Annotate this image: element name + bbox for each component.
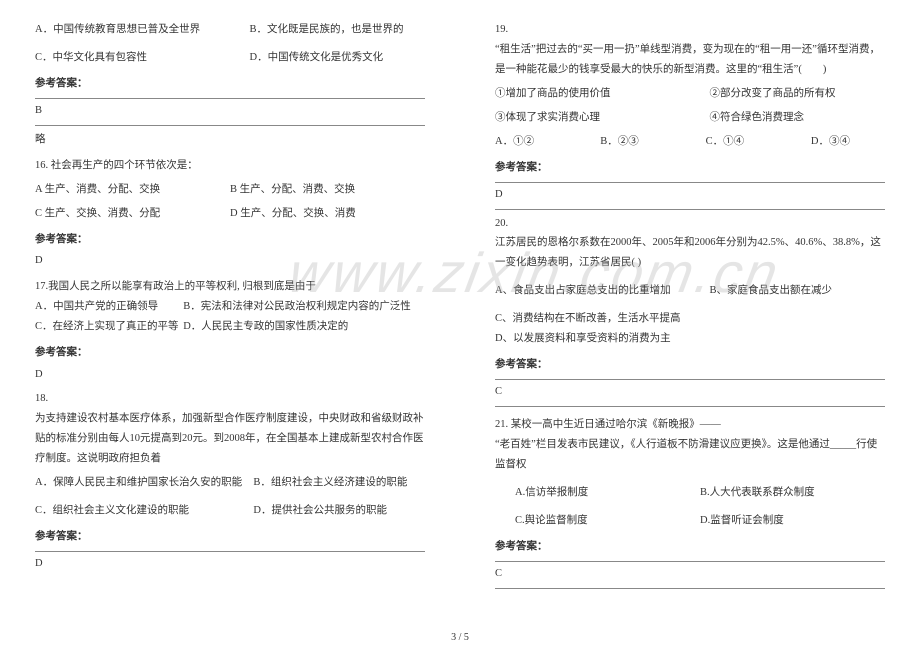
q18-number: 18.: [35, 389, 425, 409]
q19-options: A．①② B．②③ C．①④ D．③④: [495, 132, 885, 152]
q19-items-row1: ①增加了商品的使用价值 ②部分改变了商品的所有权: [495, 84, 885, 104]
q19-number: 19.: [495, 20, 885, 40]
q15-answer: B: [35, 101, 425, 121]
q20-options-row1: A、食品支出占家庭总支出的比重增加 B、家庭食品支出额在减少: [495, 281, 885, 301]
answer-heading: 参考答案：: [495, 355, 885, 375]
divider: [495, 406, 885, 407]
divider: [35, 551, 425, 552]
q21-opt-b: B.人大代表联系群众制度: [700, 483, 815, 503]
answer-heading: 参考答案：: [35, 343, 425, 363]
q19-items-row2: ③体现了求实消费心理 ④符合绿色消费理念: [495, 108, 885, 128]
q20-number: 20.: [495, 214, 885, 234]
left-column: A．中国传统教育思想已普及全世界 B．文化既是民族的，也是世界的 C．中华文化具…: [0, 0, 460, 651]
q17-opt-b: B．宪法和法律对公民政治权利规定内容的广泛性: [183, 297, 411, 317]
q21-opt-a: A.信访举报制度: [515, 483, 700, 503]
q18-opt-c: C．组织社会主义文化建设的职能: [35, 501, 253, 521]
q21-answer: C: [495, 564, 885, 584]
q19-opt-d: D．③④: [811, 132, 850, 152]
divider: [35, 125, 425, 126]
q16-opt-b: B 生产、分配、消费、交换: [230, 180, 355, 200]
q17-opt-a: A．中国共产党的正确领导: [35, 297, 183, 317]
q21-opt-d: D.监督听证会制度: [700, 511, 784, 531]
page-footer: 3 / 5: [0, 632, 920, 643]
answer-heading: 参考答案：: [495, 158, 885, 178]
divider: [495, 588, 885, 589]
q21-opt-c: C.舆论监督制度: [515, 511, 700, 531]
q21-options-row1: A.信访举报制度 B.人大代表联系群众制度: [495, 483, 885, 503]
q16-options-row2: C 生产、交换、消费、分配 D 生产、分配、交换、消费: [35, 204, 425, 224]
q15-note: 略: [35, 130, 425, 150]
q15-opt-c: C．中华文化具有包容性: [35, 48, 250, 68]
q20-opt-d: D、以发展资料和享受资料的消费为主: [495, 329, 671, 349]
divider: [495, 209, 885, 210]
q20-stem: 江苏居民的恩格尔系数在2000年、2005年和2006年分别为42.5%、40.…: [495, 233, 885, 273]
q16-stem: 16. 社会再生产的四个环节依次是：: [35, 156, 425, 176]
answer-heading: 参考答案：: [35, 230, 425, 250]
answer-heading: 参考答案：: [35, 74, 425, 94]
q20-opt-a: A、食品支出占家庭总支出的比重增加: [495, 281, 710, 301]
q17-options-row2: C．在经济上实现了真正的平等 D．人民民主专政的国家性质决定的: [35, 317, 425, 337]
q17-opt-d: D．人民民主专政的国家性质决定的: [183, 317, 348, 337]
q18-opt-b: B．组织社会主义经济建设的职能: [253, 473, 407, 493]
q18-answer: D: [35, 554, 425, 574]
q18-options-row1: A．保障人民民主和维护国家长治久安的职能 B．组织社会主义经济建设的职能: [35, 473, 425, 493]
q19-answer: D: [495, 185, 885, 205]
q21-stem-line2: “老百姓”栏目发表市民建议，《人行道板不防滑建议应更换》。这是他通过_____行…: [495, 435, 885, 475]
divider: [35, 98, 425, 99]
answer-heading: 参考答案：: [495, 537, 885, 557]
q20-answer: C: [495, 382, 885, 402]
q16-options-row1: A 生产、消费、分配、交换 B 生产、分配、消费、交换: [35, 180, 425, 200]
q18-stem: 为支持建设农村基本医疗体系，加强新型合作医疗制度建设，中央财政和省级财政补贴的标…: [35, 409, 425, 469]
q15-opt-a: A．中国传统教育思想已普及全世界: [35, 20, 250, 40]
q17-stem: 17.我国人民之所以能享有政治上的平等权利, 归根到底是由于: [35, 277, 425, 297]
q19-item-2: ②部分改变了商品的所有权: [710, 84, 836, 104]
q15-options-row1: A．中国传统教育思想已普及全世界 B．文化既是民族的，也是世界的: [35, 20, 425, 40]
q19-stem: “租生活”把过去的“买一用一扔”单线型消费，变为现在的“租一用一还”循环型消费，…: [495, 40, 885, 80]
divider: [495, 182, 885, 183]
q15-opt-d: D．中国传统文化是优秀文化: [250, 48, 384, 68]
q20-options-row2: C、消费结构在不断改善，生活水平提高 D、以发展资料和享受资料的消费为主: [495, 309, 885, 349]
q19-item-4: ④符合绿色消费理念: [710, 108, 805, 128]
q20-opt-c: C、消费结构在不断改善，生活水平提高: [495, 309, 710, 329]
divider: [495, 379, 885, 380]
q19-opt-b: B．②③: [600, 132, 705, 152]
page: www.zixin.com.cn A．中国传统教育思想已普及全世界 B．文化既是…: [0, 0, 920, 651]
q15-opt-b: B．文化既是民族的，也是世界的: [250, 20, 404, 40]
right-column: 19. “租生活”把过去的“买一用一扔”单线型消费，变为现在的“租一用一还”循环…: [460, 0, 920, 651]
q19-opt-c: C．①④: [706, 132, 811, 152]
q16-opt-d: D 生产、分配、交换、消费: [230, 204, 356, 224]
q15-options-row2: C．中华文化具有包容性 D．中国传统文化是优秀文化: [35, 48, 425, 68]
q16-opt-a: A 生产、消费、分配、交换: [35, 180, 230, 200]
q19-item-3: ③体现了求实消费心理: [495, 108, 710, 128]
q18-opt-d: D．提供社会公共服务的职能: [253, 501, 387, 521]
q21-stem-line1: 21. 某校一高中生近日通过哈尔滨《新晚报》——: [495, 415, 885, 435]
q16-opt-c: C 生产、交换、消费、分配: [35, 204, 230, 224]
divider: [495, 561, 885, 562]
q18-options-row2: C．组织社会主义文化建设的职能 D．提供社会公共服务的职能: [35, 501, 425, 521]
q17-options-row1: A．中国共产党的正确领导 B．宪法和法律对公民政治权利规定内容的广泛性: [35, 297, 425, 317]
q19-item-1: ①增加了商品的使用价值: [495, 84, 710, 104]
q21-options-row2: C.舆论监督制度 D.监督听证会制度: [495, 511, 885, 531]
q16-answer: D: [35, 251, 425, 271]
q20-opt-b: B、家庭食品支出额在减少: [710, 281, 833, 301]
q17-opt-c: C．在经济上实现了真正的平等: [35, 317, 183, 337]
answer-heading: 参考答案：: [35, 527, 425, 547]
q18-opt-a: A．保障人民民主和维护国家长治久安的职能: [35, 473, 253, 493]
q19-opt-a: A．①②: [495, 132, 600, 152]
q17-answer: D: [35, 365, 425, 385]
